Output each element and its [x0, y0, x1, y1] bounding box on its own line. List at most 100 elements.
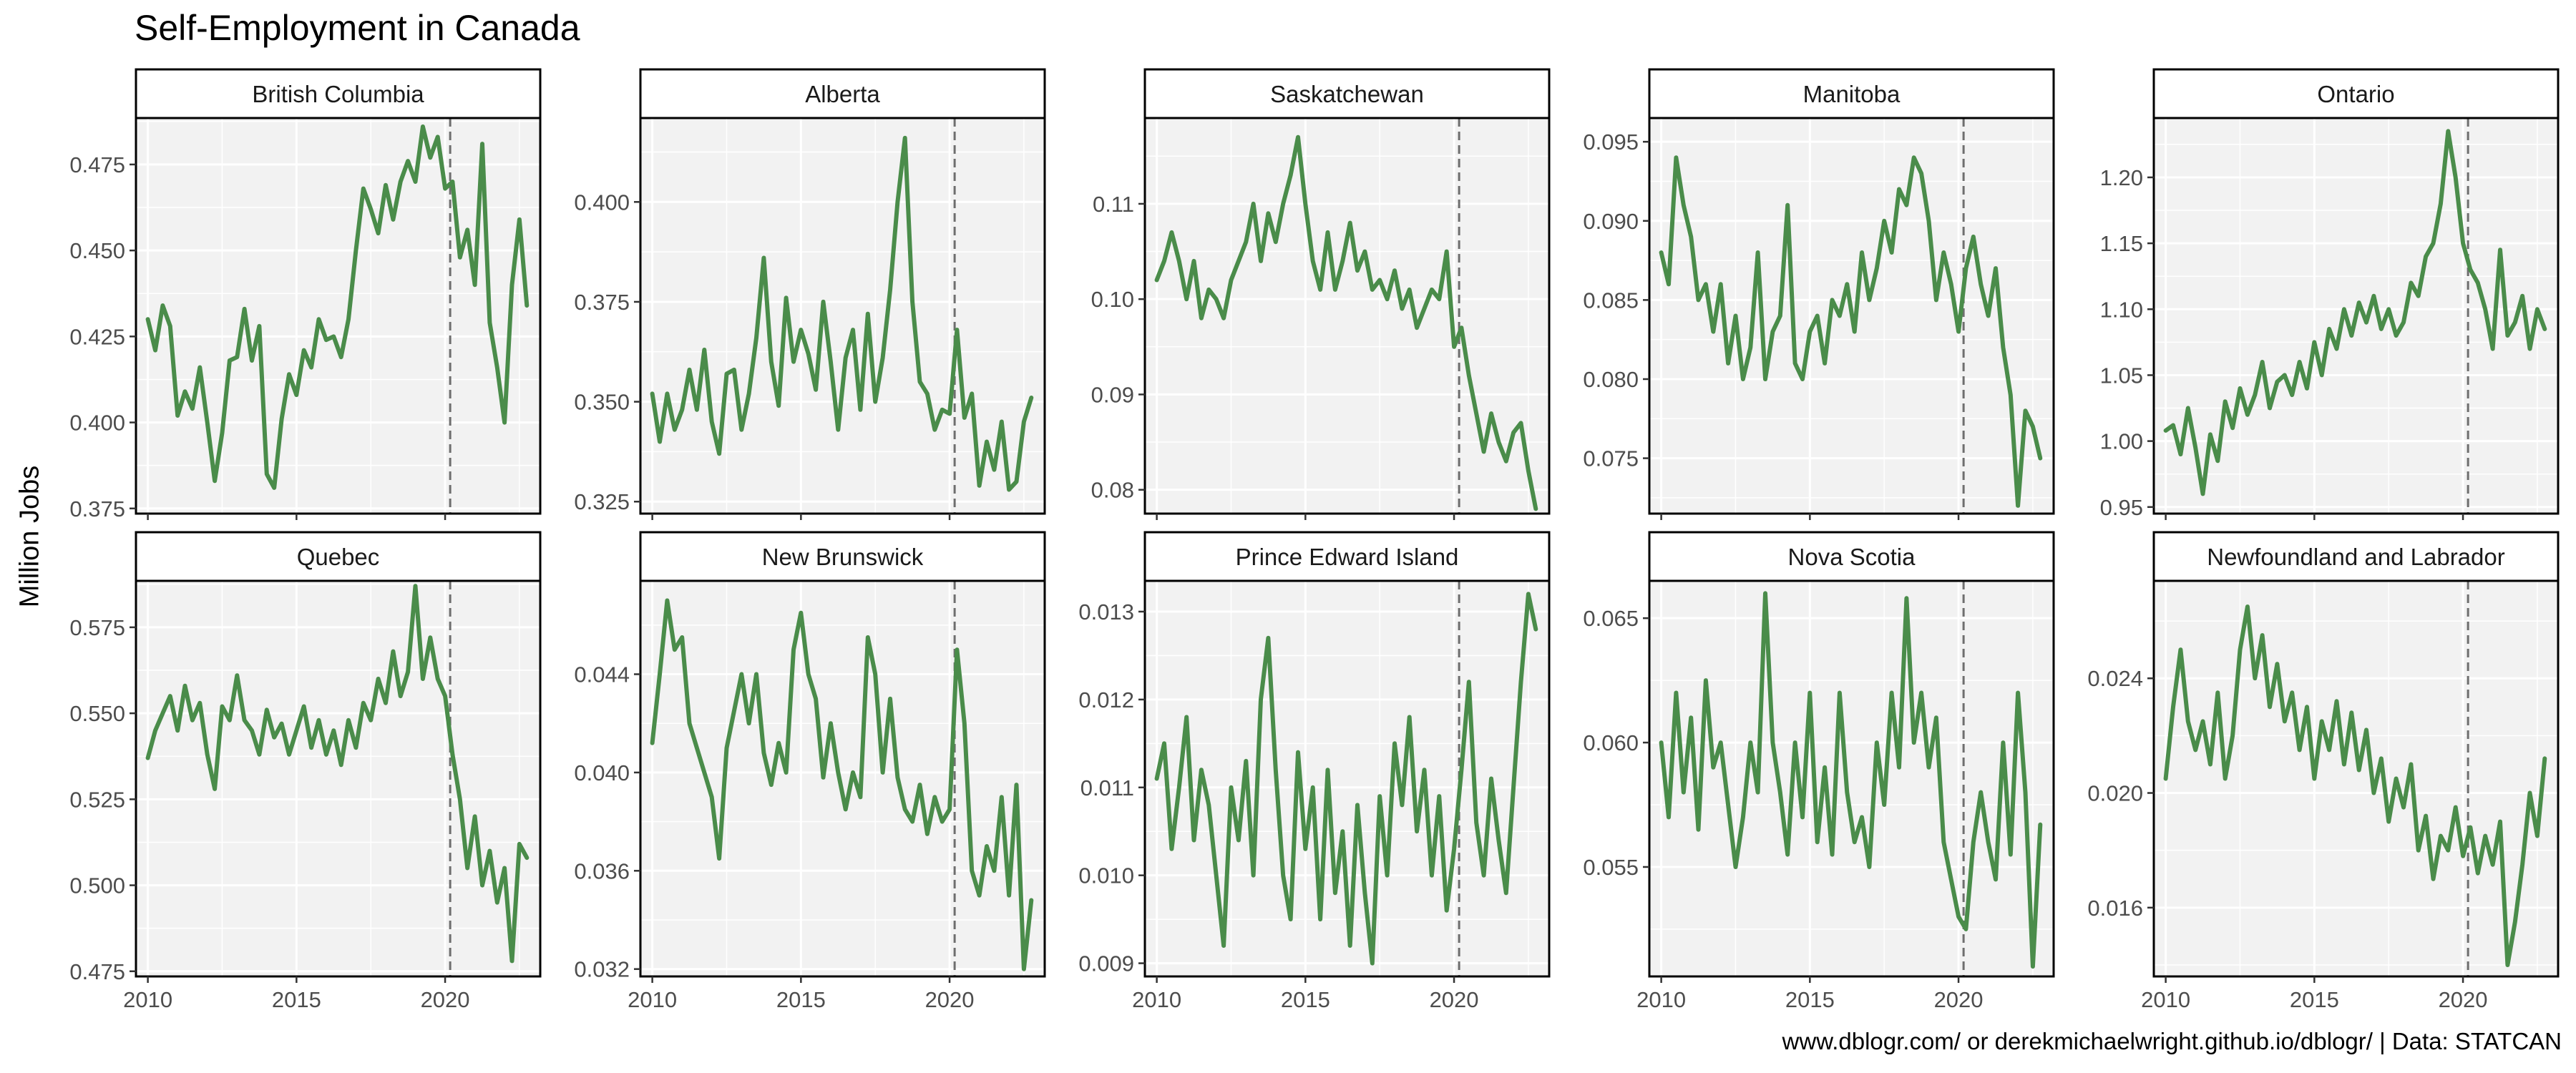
- x-tick-label: 2020: [1430, 987, 1479, 1012]
- x-tick-label: 2010: [123, 987, 172, 1012]
- x-tick-label: 2010: [1636, 987, 1686, 1012]
- y-tick-label: 0.075: [1583, 446, 1639, 471]
- y-tick-label: 1.20: [2100, 165, 2143, 190]
- panel-border: [1648, 579, 2055, 978]
- series-line-british-columbia: [145, 124, 530, 490]
- panel-border: [135, 117, 542, 515]
- y-tick-label: 0.020: [2087, 781, 2143, 806]
- panel-border: [1143, 579, 1551, 978]
- y-tick-label: 0.10: [1091, 287, 1134, 312]
- panel-background: [136, 581, 540, 976]
- y-tick-label: 0.09: [1091, 382, 1134, 407]
- y-tick-label: 0.090: [1583, 209, 1639, 234]
- y-tick-label: 0.060: [1583, 730, 1639, 755]
- panel-title-prince-edward-island: Prince Edward Island: [1236, 544, 1459, 570]
- y-tick-label: 0.032: [574, 957, 630, 982]
- y-tick-label: 0.95: [2100, 495, 2143, 520]
- y-tick-label: 0.011: [1080, 775, 1134, 800]
- panel-strip-new-brunswick: [639, 531, 1046, 582]
- x-tick-label: 2015: [2290, 987, 2339, 1012]
- y-tick-label: 0.055: [1583, 855, 1639, 880]
- y-tick-label: 0.500: [69, 873, 125, 898]
- panel-border: [639, 579, 1046, 978]
- y-tick-label: 0.575: [69, 615, 125, 640]
- x-tick-label: 2010: [2141, 987, 2190, 1012]
- y-tick-label: 1.10: [2100, 297, 2143, 322]
- panel-border: [135, 579, 542, 978]
- panel-title-saskatchewan: Saskatchewan: [1270, 81, 1424, 107]
- series-line-nova-scotia: [1659, 591, 2043, 969]
- y-tick-label: 0.085: [1583, 288, 1639, 313]
- y-tick-label: 0.024: [2087, 666, 2143, 691]
- panel-title-quebec: Quebec: [297, 544, 380, 570]
- panel-border: [1143, 117, 1551, 515]
- series-line-manitoba: [1659, 155, 2043, 508]
- source-caption: www.dblogr.com/ or derekmichaelwright.gi…: [1782, 1028, 2562, 1054]
- y-tick-label: 0.325: [574, 489, 630, 514]
- x-tick-label: 2020: [421, 987, 470, 1012]
- y-tick-label: 0.013: [1078, 599, 1134, 624]
- x-tick-label: 2015: [1785, 987, 1835, 1012]
- y-tick-label: 0.400: [69, 411, 125, 436]
- panel-strip-alberta: [639, 68, 1046, 119]
- panel-strip-saskatchewan: [1143, 68, 1551, 119]
- panel-border: [2152, 579, 2560, 978]
- y-tick-label: 0.080: [1583, 367, 1639, 392]
- y-tick-label: 0.475: [69, 959, 125, 984]
- y-tick-label: 1.00: [2100, 429, 2143, 454]
- panel-title-british-columbia: British Columbia: [252, 81, 424, 107]
- y-tick-label: 0.010: [1078, 863, 1134, 888]
- panel-border: [2152, 117, 2560, 515]
- panel-border: [1648, 117, 2055, 515]
- y-tick-label: 0.009: [1078, 951, 1134, 976]
- panel-border: [639, 117, 1046, 515]
- panel-strip-british-columbia: [135, 68, 542, 119]
- series-line-alberta: [650, 135, 1034, 492]
- x-tick-label: 2015: [272, 987, 321, 1012]
- panel-title-ontario: Ontario: [2317, 81, 2394, 107]
- y-tick-label: 0.375: [69, 496, 125, 521]
- series-line-newfoundland-and-labrador: [2163, 604, 2547, 967]
- x-tick-label: 2010: [628, 987, 677, 1012]
- panel-strip-ontario: [2152, 68, 2560, 119]
- y-tick-label: 0.550: [69, 701, 125, 726]
- series-line-quebec: [145, 584, 530, 964]
- y-tick-label: 0.11: [1093, 192, 1134, 217]
- panel-background: [1145, 118, 1549, 514]
- series-line-prince-edward-island: [1154, 592, 1538, 966]
- panel-background: [640, 581, 1045, 976]
- panel-strip-newfoundland-and-labrador: [2152, 531, 2560, 582]
- y-tick-label: 0.450: [69, 238, 125, 263]
- panel-background: [2154, 581, 2558, 976]
- y-tick-label: 0.036: [574, 858, 630, 883]
- y-tick-label: 0.400: [574, 190, 630, 215]
- panel-title-alberta: Alberta: [805, 81, 880, 107]
- y-tick-label: 0.065: [1583, 606, 1639, 631]
- y-tick-label: 0.425: [69, 324, 125, 349]
- x-tick-label: 2020: [2439, 987, 2488, 1012]
- series-line-new-brunswick: [650, 598, 1034, 971]
- panel-background: [136, 118, 540, 514]
- chart-title: Self-Employment in Canada: [135, 8, 580, 48]
- series-line-ontario: [2163, 129, 2547, 496]
- y-tick-label: 0.040: [574, 760, 630, 785]
- y-tick-label: 0.016: [2087, 896, 2143, 921]
- panel-title-newfoundland-and-labrador: Newfoundland and Labrador: [2207, 544, 2504, 570]
- y-tick-label: 0.012: [1078, 687, 1134, 712]
- panel-title-new-brunswick: New Brunswick: [762, 544, 924, 570]
- series-line-saskatchewan: [1154, 134, 1538, 511]
- panel-title-manitoba: Manitoba: [1803, 81, 1901, 107]
- y-tick-label: 0.350: [574, 390, 630, 415]
- y-tick-label: 0.095: [1583, 129, 1639, 155]
- y-tick-label: 0.044: [574, 662, 630, 687]
- panel-strip-nova-scotia: [1648, 531, 2055, 582]
- y-tick-label: 0.475: [69, 152, 125, 177]
- x-tick-label: 2020: [925, 987, 975, 1012]
- y-tick-label: 1.05: [2100, 363, 2143, 388]
- x-tick-label: 2015: [776, 987, 826, 1012]
- panel-background: [1649, 581, 2054, 976]
- x-tick-label: 2010: [1132, 987, 1181, 1012]
- panel-strip-manitoba: [1648, 68, 2055, 119]
